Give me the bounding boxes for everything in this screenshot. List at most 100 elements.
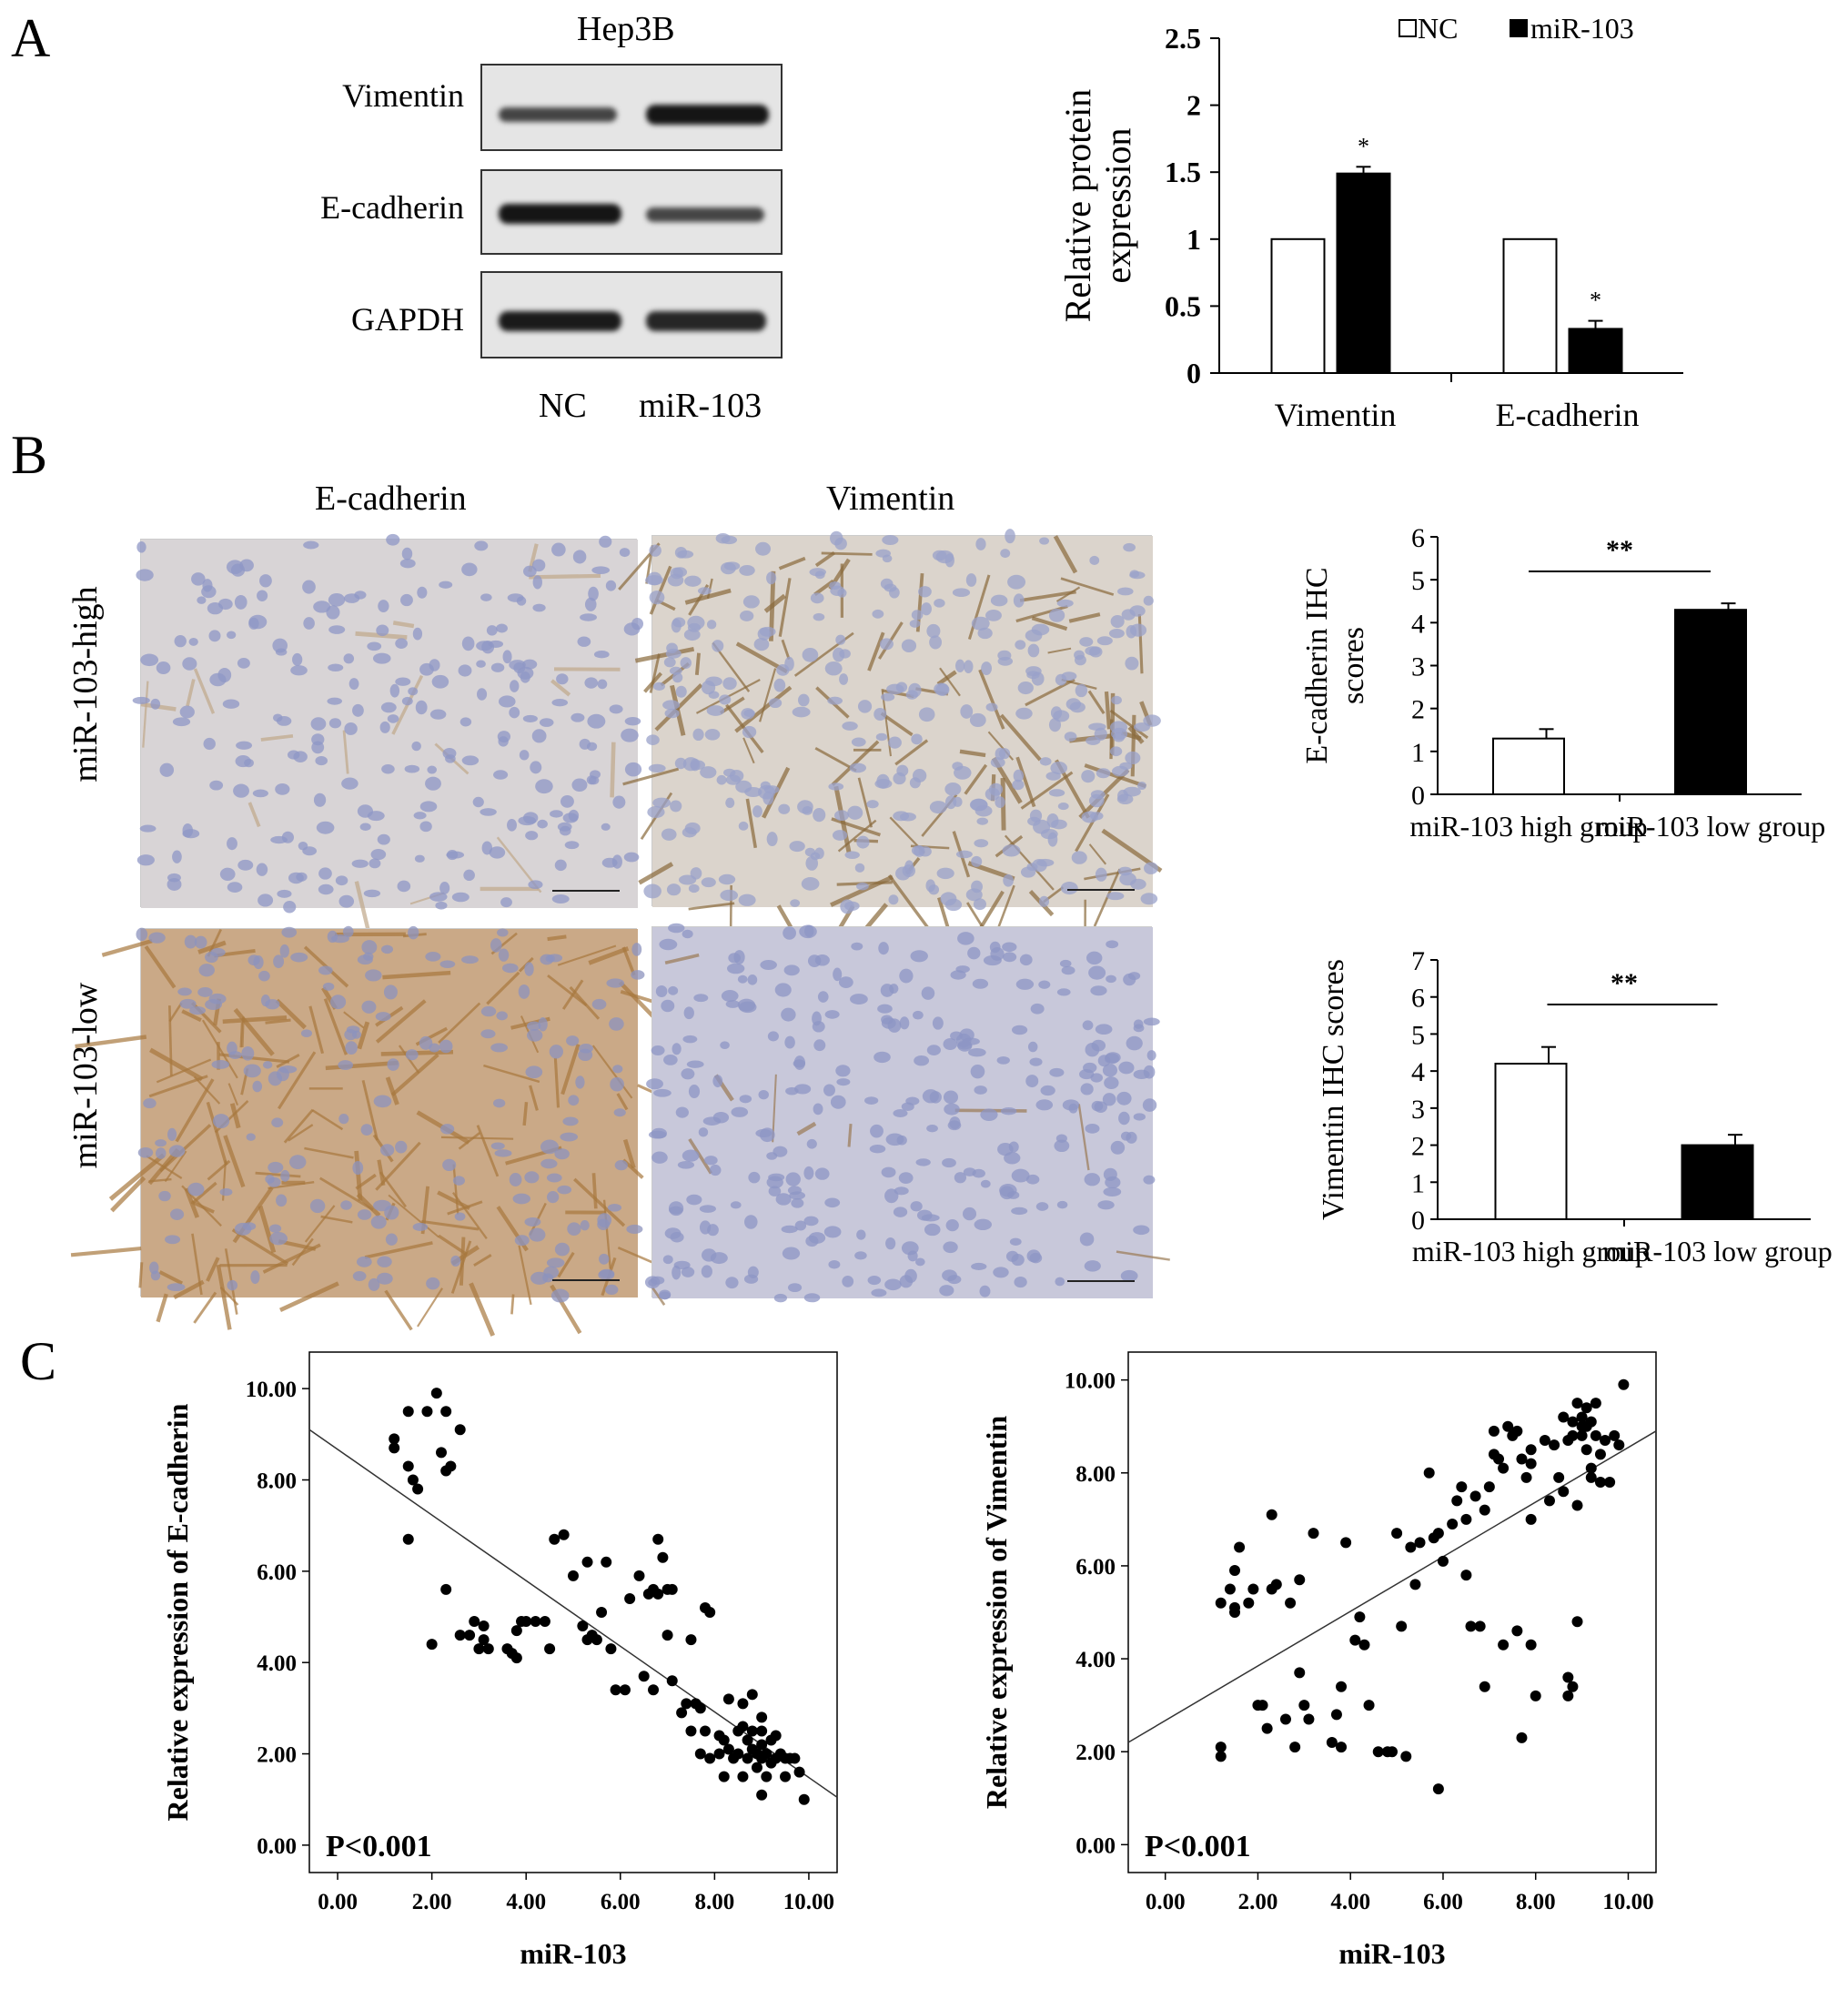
cell-nucleus	[527, 1021, 541, 1031]
stain-streak	[622, 767, 680, 786]
scatter-point	[1585, 1416, 1597, 1428]
cell-nucleus	[530, 761, 542, 774]
x-tick-label: 10.00	[1602, 1890, 1653, 1914]
scatter-point	[1229, 1607, 1241, 1618]
stain-streak	[308, 1005, 325, 1055]
cell-nucleus	[395, 677, 411, 686]
scatter-point	[624, 1592, 636, 1604]
stain-streak	[638, 862, 674, 885]
cell-nucleus	[955, 850, 973, 859]
cell-nucleus	[624, 716, 641, 726]
scatter-point	[1516, 1453, 1528, 1465]
cell-nucleus	[1133, 1113, 1146, 1121]
stain-streak	[1116, 1250, 1170, 1261]
cell-nucleus	[662, 1255, 673, 1265]
cell-nucleus	[664, 708, 680, 719]
y-tick-label: 0	[1187, 357, 1201, 389]
cell-nucleus	[1090, 1073, 1103, 1083]
scatter-point	[1391, 1528, 1403, 1540]
cell-nucleus	[273, 954, 285, 969]
cell-nucleus	[813, 612, 825, 621]
cell-nucleus	[781, 1225, 798, 1234]
cell-nucleus	[425, 952, 441, 962]
stain-streak	[193, 1291, 217, 1324]
stain-streak	[191, 1233, 203, 1296]
cell-nucleus	[895, 682, 908, 692]
cell-nucleus	[783, 926, 796, 940]
chart-protein-expression: 0 0.5 1 1.5 2 2.5 Vimentin * E-cadherin * NC miR-10…	[1057, 12, 1683, 433]
x-tick-label: miR-103 low group	[1596, 810, 1825, 843]
cell-nucleus	[932, 550, 947, 561]
scatter-point	[1330, 1709, 1342, 1721]
bar	[1674, 609, 1747, 795]
cell-nucleus	[279, 944, 289, 958]
scatter-point	[591, 1634, 602, 1646]
cell-nucleus	[824, 1010, 840, 1019]
cell-nucleus	[498, 695, 516, 708]
cell-nucleus	[551, 542, 566, 557]
cell-nucleus	[210, 947, 226, 957]
cell-nucleus	[168, 1145, 186, 1157]
cell-nucleus	[496, 1011, 508, 1021]
scatter-point	[1432, 1783, 1444, 1795]
cell-nucleus	[661, 999, 675, 1013]
stain-streak	[857, 777, 874, 828]
cell-nucleus	[201, 585, 217, 599]
y-tick-label: 7	[1411, 946, 1425, 976]
cell-nucleus	[947, 1120, 962, 1131]
cell-nucleus	[974, 1218, 992, 1231]
stain-streak	[379, 1171, 407, 1208]
cell-nucleus	[914, 1257, 925, 1267]
cell-nucleus	[942, 1157, 956, 1168]
scatter-point	[421, 1406, 433, 1418]
cell-nucleus	[709, 1164, 722, 1176]
cell-nucleus	[681, 1267, 695, 1277]
cell-nucleus	[700, 766, 717, 779]
scatter-point	[700, 1725, 711, 1737]
cell-nucleus	[668, 1201, 684, 1217]
cell-nucleus	[823, 1226, 842, 1238]
scatter-point	[1594, 1477, 1606, 1488]
scatter-point	[1567, 1416, 1579, 1428]
cell-nucleus	[995, 796, 1005, 809]
scatter-point	[1266, 1509, 1277, 1520]
y-tick-label: 6	[1411, 523, 1425, 553]
cell-nucleus	[1127, 972, 1141, 981]
scatter-point	[596, 1607, 608, 1618]
cell-nucleus	[962, 1207, 977, 1221]
cell-nucleus	[381, 944, 394, 954]
cell-nucleus	[643, 883, 661, 899]
cell-nucleus	[881, 692, 895, 702]
stain-streak	[255, 1171, 301, 1178]
scatter-point	[1576, 1429, 1588, 1441]
cell-nucleus	[729, 769, 744, 782]
panel-label-a: A	[11, 8, 51, 68]
scatter-point	[1613, 1439, 1625, 1451]
cell-nucleus	[1035, 1099, 1054, 1111]
panel-label-c: C	[20, 1331, 57, 1391]
cell-nucleus	[338, 894, 355, 908]
y-axis-label: Relative expression of Vimentin	[980, 1416, 1013, 1809]
cell-nucleus	[490, 662, 505, 672]
stain-streak	[265, 1018, 291, 1025]
cell-nucleus	[243, 1064, 261, 1078]
cell-nucleus	[715, 533, 731, 544]
scatter-point	[402, 1533, 414, 1545]
cell-nucleus	[546, 1257, 565, 1268]
cell-nucleus	[554, 859, 567, 872]
cell-nucleus	[747, 1266, 759, 1278]
cell-nucleus	[235, 755, 251, 768]
cell-nucleus	[1012, 779, 1025, 791]
stain-streak	[382, 970, 451, 980]
scatter-point	[685, 1725, 697, 1737]
cell-nucleus	[649, 544, 661, 557]
cell-nucleus	[626, 1224, 643, 1234]
cell-nucleus	[1143, 595, 1154, 606]
cell-nucleus	[387, 714, 399, 723]
cell-nucleus	[789, 841, 805, 853]
scatter-point	[737, 1721, 749, 1732]
cell-nucleus	[1106, 892, 1125, 901]
stain-streak	[837, 819, 877, 853]
cell-nucleus	[268, 1161, 284, 1174]
scatter-point	[756, 1711, 768, 1723]
